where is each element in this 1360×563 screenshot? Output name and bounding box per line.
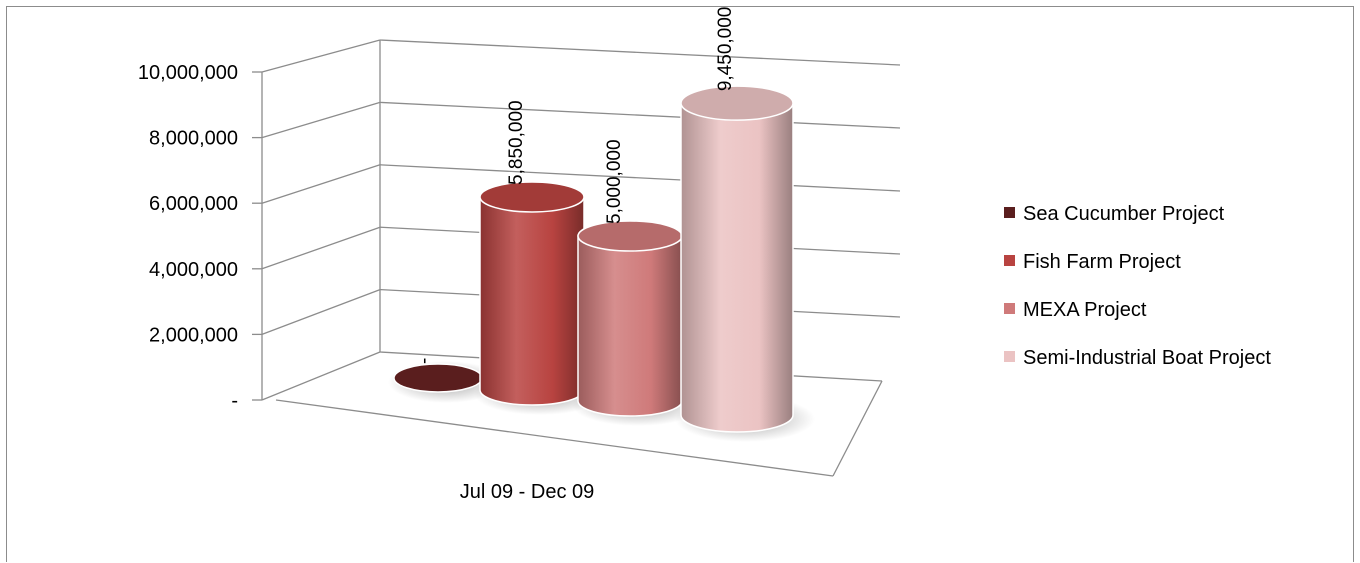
y-tick-label: 4,000,000	[149, 259, 238, 281]
x-axis-category-label: Jul 09 - Dec 09	[460, 481, 595, 503]
gridline-side	[261, 101, 381, 139]
bar-cylinder-body	[577, 235, 683, 417]
y-tick-label: 2,000,000	[149, 324, 238, 346]
gridline-back	[379, 164, 901, 192]
legend-swatch	[1004, 303, 1015, 314]
bars	[393, 85, 794, 433]
y-tick-label: -	[231, 390, 238, 412]
data-label: 9,450,000	[715, 7, 736, 92]
legend-swatch	[1004, 207, 1015, 218]
bar-cylinder-body	[479, 196, 585, 406]
y-tick-label: 6,000,000	[149, 193, 238, 215]
floor-right-edge	[832, 380, 883, 477]
gridline-side	[261, 226, 381, 270]
gridline-back	[379, 101, 901, 129]
y-axis-ticks: - 2,000,000 4,000,000 6,000,000 8,000,000 10,…	[138, 62, 262, 412]
data-label: 5,850,000	[506, 100, 527, 185]
gridline-side	[261, 164, 381, 204]
bar-cylinder-top	[393, 363, 483, 393]
bar-cylinder-top	[680, 85, 794, 121]
data-label: 5,000,000	[604, 139, 625, 224]
data-label: -	[414, 358, 435, 364]
floor-left-edge	[261, 351, 381, 401]
bar-cylinder-top	[577, 220, 683, 252]
bar-cylinder-body	[680, 102, 794, 433]
y-tick-label: 8,000,000	[149, 128, 238, 150]
legend-swatch	[1004, 351, 1015, 362]
legend-swatch	[1004, 255, 1015, 266]
legend-label: MEXA Project	[1023, 299, 1147, 321]
data-labels: - 5,850,000 5,000,000 9,450,000	[414, 7, 736, 364]
plot-walls	[261, 40, 883, 477]
legend-label: Sea Cucumber Project	[1023, 203, 1225, 225]
legend: Sea Cucumber Project Fish Farm Project MEX…	[1004, 203, 1271, 369]
floor-front-edge	[275, 399, 834, 477]
y-tick-label: 10,000,000	[138, 62, 238, 84]
legend-label: Fish Farm Project	[1023, 251, 1181, 273]
legend-label: Semi-Industrial Boat Project	[1023, 347, 1271, 369]
gridline-back	[379, 39, 901, 66]
gridline-side	[261, 288, 381, 336]
gridline-side	[261, 39, 381, 73]
bar-cylinder-top	[479, 181, 585, 213]
